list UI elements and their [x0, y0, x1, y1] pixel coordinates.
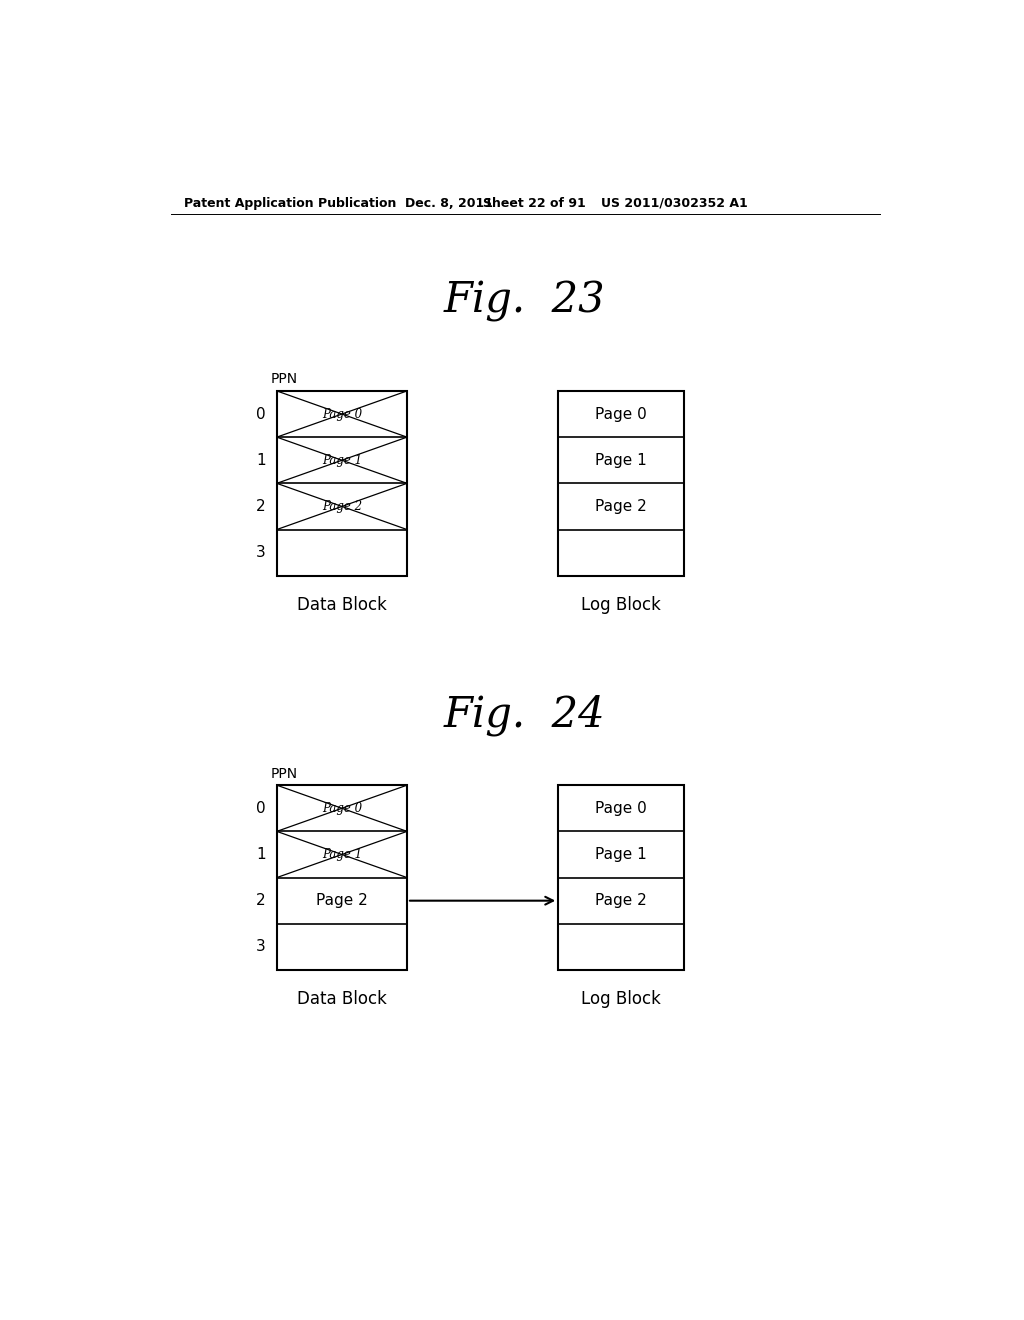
Bar [558, 391, 684, 576]
Text: Page 2: Page 2 [316, 894, 368, 908]
Text: 1: 1 [256, 847, 266, 862]
Text: Page 2: Page 2 [322, 500, 361, 513]
Text: 2: 2 [256, 499, 266, 513]
Text: Page 1: Page 1 [595, 453, 647, 467]
Text: PPN: PPN [270, 767, 298, 780]
Bar [276, 785, 407, 970]
Text: Log Block: Log Block [582, 990, 662, 1008]
Text: Page 0: Page 0 [595, 801, 647, 816]
Text: 0: 0 [256, 801, 266, 816]
Text: Page 1: Page 1 [595, 847, 647, 862]
Text: 3: 3 [256, 940, 266, 954]
Text: Page 1: Page 1 [322, 454, 361, 467]
Text: Data Block: Data Block [297, 990, 387, 1008]
Text: US 2011/0302352 A1: US 2011/0302352 A1 [601, 197, 748, 210]
Text: Sheet 22 of 91: Sheet 22 of 91 [483, 197, 586, 210]
Text: Log Block: Log Block [582, 595, 662, 614]
Text: Page 1: Page 1 [322, 847, 361, 861]
Bar [276, 391, 407, 576]
Bar [558, 785, 684, 970]
Text: 0: 0 [256, 407, 266, 421]
Text: Fig.  24: Fig. 24 [444, 693, 605, 735]
Text: Data Block: Data Block [297, 595, 387, 614]
Text: Fig.  23: Fig. 23 [444, 280, 605, 322]
Text: Page 2: Page 2 [595, 499, 647, 513]
Text: Page 0: Page 0 [595, 407, 647, 421]
Text: PPN: PPN [270, 372, 298, 387]
Text: Page 0: Page 0 [322, 801, 361, 814]
Text: 1: 1 [256, 453, 266, 467]
Text: Dec. 8, 2011: Dec. 8, 2011 [406, 197, 494, 210]
Text: Page 0: Page 0 [322, 408, 361, 421]
Text: Page 2: Page 2 [595, 894, 647, 908]
Text: Patent Application Publication: Patent Application Publication [183, 197, 396, 210]
Text: 3: 3 [256, 545, 266, 560]
Text: 2: 2 [256, 894, 266, 908]
